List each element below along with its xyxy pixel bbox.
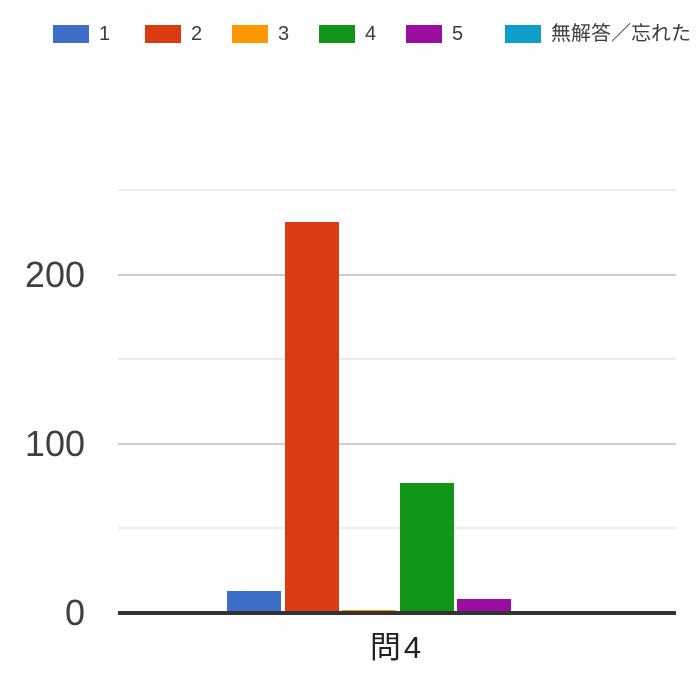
legend-label: 3 xyxy=(278,23,290,45)
bar-series-1 xyxy=(227,591,281,613)
x-axis-category-label: 問4 xyxy=(369,630,425,665)
legend-item-4: 4 xyxy=(319,24,376,44)
legend-label: 5 xyxy=(452,23,464,45)
legend-swatch-icon xyxy=(319,25,355,43)
legend-label: 1 xyxy=(99,23,111,45)
gridline-250 xyxy=(118,189,676,191)
legend-label: 2 xyxy=(191,23,203,45)
legend-swatch-icon xyxy=(406,25,442,43)
legend-label: 無解答／忘れた xyxy=(551,23,691,45)
legend-item-3: 3 xyxy=(232,24,289,44)
plot-area xyxy=(118,189,676,615)
legend-swatch-icon xyxy=(53,25,89,43)
bar-series-4 xyxy=(399,482,454,613)
gridline-200 xyxy=(118,273,676,276)
gridline-150 xyxy=(118,358,676,361)
bar-series-5 xyxy=(457,599,511,613)
chart-legend: 1 2 3 4 5 無解答／忘れた xyxy=(0,0,700,60)
legend-swatch-icon xyxy=(505,25,541,43)
y-axis-tick-label-100: 100 xyxy=(24,422,85,464)
legend-item-6: 無解答／忘れた xyxy=(505,24,691,44)
y-axis-tick-label-0: 0 xyxy=(64,592,85,633)
bar-series-2 xyxy=(284,222,339,613)
legend-item-1: 1 xyxy=(53,24,110,44)
legend-item-5: 5 xyxy=(406,24,463,44)
legend-swatch-icon xyxy=(232,25,268,43)
legend-item-2: 2 xyxy=(145,24,202,44)
legend-label: 4 xyxy=(365,23,377,45)
x-axis-baseline xyxy=(118,611,676,615)
legend-swatch-icon xyxy=(145,25,181,43)
y-axis-tick-label-200: 200 xyxy=(24,253,85,295)
gridline-50 xyxy=(118,527,676,530)
gridline-100 xyxy=(118,442,676,445)
